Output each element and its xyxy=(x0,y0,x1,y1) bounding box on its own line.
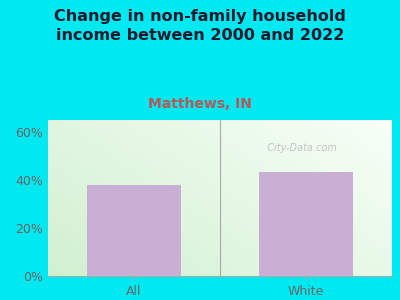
Text: Matthews, IN: Matthews, IN xyxy=(148,98,252,112)
Bar xyxy=(259,172,353,276)
Text: Change in non-family household
income between 2000 and 2022: Change in non-family household income be… xyxy=(54,9,346,43)
Bar xyxy=(87,185,181,276)
Text: City-Data.com: City-Data.com xyxy=(261,143,337,153)
